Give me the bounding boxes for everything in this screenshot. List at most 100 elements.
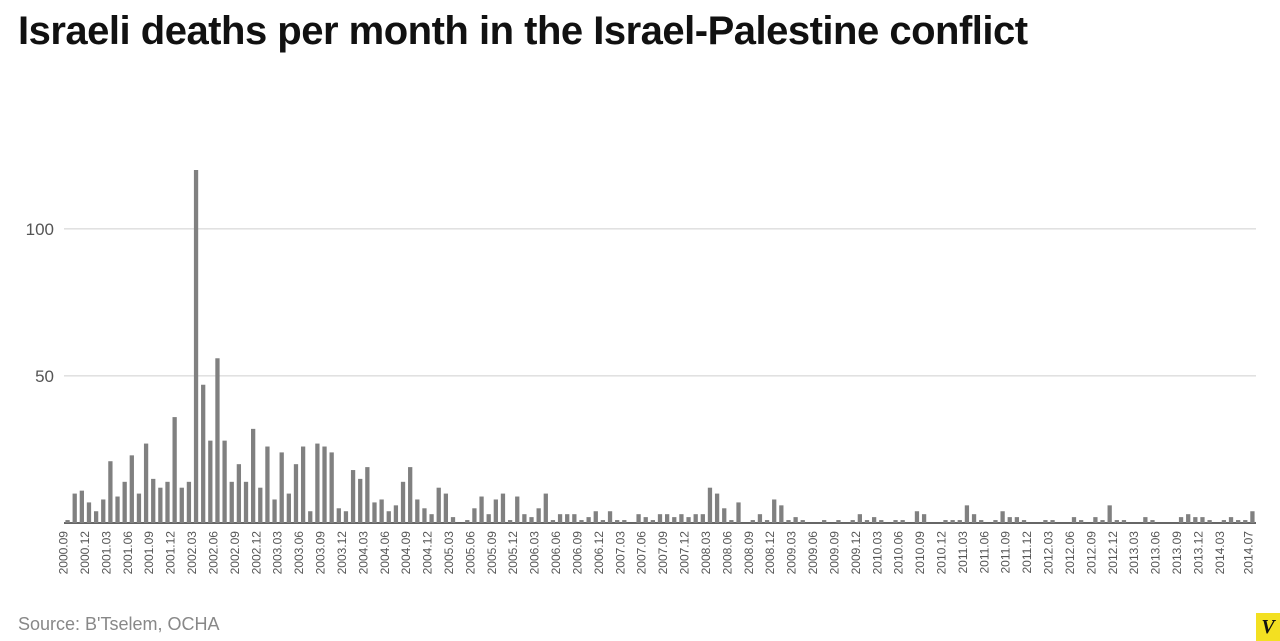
bar bbox=[679, 514, 683, 523]
bar bbox=[608, 511, 612, 523]
bar-chart: 501002000.092000.122001.032001.062001.09… bbox=[18, 160, 1262, 581]
bar bbox=[287, 494, 291, 523]
bar bbox=[222, 441, 226, 523]
bar bbox=[65, 520, 69, 523]
bar bbox=[108, 461, 112, 523]
bar bbox=[537, 508, 541, 523]
x-tick-label: 2013.03 bbox=[1127, 531, 1141, 575]
bar bbox=[308, 511, 312, 523]
x-tick-label: 2013.12 bbox=[1191, 531, 1205, 575]
bar bbox=[579, 520, 583, 523]
x-tick-label: 2013.06 bbox=[1149, 531, 1163, 575]
x-tick-label: 2008.03 bbox=[699, 531, 713, 575]
bar bbox=[758, 514, 762, 523]
bar bbox=[893, 520, 897, 523]
bar bbox=[551, 520, 555, 523]
vox-logo-letter: V bbox=[1261, 617, 1274, 637]
bar bbox=[586, 517, 590, 523]
y-tick-label: 100 bbox=[26, 220, 54, 239]
bar bbox=[301, 447, 305, 523]
x-tick-label: 2003.03 bbox=[271, 531, 285, 575]
bar bbox=[280, 452, 284, 523]
x-tick-label: 2004.12 bbox=[421, 531, 435, 575]
bar bbox=[979, 520, 983, 523]
bar bbox=[344, 511, 348, 523]
bar bbox=[415, 499, 419, 523]
x-tick-label: 2005.09 bbox=[485, 531, 499, 575]
bar bbox=[558, 514, 562, 523]
bar bbox=[522, 514, 526, 523]
bar bbox=[208, 441, 212, 523]
bar bbox=[636, 514, 640, 523]
x-tick-label: 2009.12 bbox=[849, 531, 863, 575]
bar bbox=[365, 467, 369, 523]
bar bbox=[779, 505, 783, 523]
bar bbox=[294, 464, 298, 523]
x-tick-label: 2001.12 bbox=[164, 531, 178, 575]
bar bbox=[1108, 505, 1112, 523]
bar bbox=[715, 494, 719, 523]
x-tick-label: 2009.03 bbox=[785, 531, 799, 575]
x-tick-label: 2010.03 bbox=[870, 531, 884, 575]
bar bbox=[965, 505, 969, 523]
bar bbox=[465, 520, 469, 523]
x-tick-label: 2011.03 bbox=[956, 531, 970, 574]
bar bbox=[544, 494, 548, 523]
bar bbox=[137, 494, 141, 523]
bar bbox=[358, 479, 362, 523]
bar bbox=[258, 488, 262, 523]
x-tick-label: 2013.09 bbox=[1170, 531, 1184, 575]
bar bbox=[658, 514, 662, 523]
bar bbox=[1072, 517, 1076, 523]
x-tick-label: 2011.12 bbox=[1020, 531, 1034, 574]
bar bbox=[1000, 511, 1004, 523]
bar bbox=[151, 479, 155, 523]
bar bbox=[972, 514, 976, 523]
x-tick-label: 2001.06 bbox=[121, 531, 135, 575]
x-tick-label: 2007.12 bbox=[678, 531, 692, 575]
x-tick-label: 2000.09 bbox=[57, 531, 71, 575]
bar bbox=[479, 497, 483, 523]
bar bbox=[215, 358, 219, 523]
bar bbox=[865, 520, 869, 523]
bar bbox=[315, 444, 319, 523]
x-tick-label: 2012.03 bbox=[1042, 531, 1056, 575]
y-tick-label: 50 bbox=[35, 367, 54, 386]
bar bbox=[1200, 517, 1204, 523]
bar bbox=[180, 488, 184, 523]
x-tick-label: 2002.03 bbox=[185, 531, 199, 575]
x-tick-label: 2010.06 bbox=[892, 531, 906, 575]
bar bbox=[722, 508, 726, 523]
bar bbox=[772, 499, 776, 523]
bar bbox=[879, 520, 883, 523]
x-tick-label: 2007.09 bbox=[656, 531, 670, 575]
bar bbox=[1179, 517, 1183, 523]
x-tick-label: 2006.06 bbox=[549, 531, 563, 575]
bar bbox=[951, 520, 955, 523]
source-caption: Source: B'Tselem, OCHA bbox=[18, 614, 220, 635]
bar bbox=[130, 455, 134, 523]
x-tick-label: 2006.03 bbox=[528, 531, 542, 575]
bar bbox=[1115, 520, 1119, 523]
bar bbox=[351, 470, 355, 523]
bar bbox=[1122, 520, 1126, 523]
bar bbox=[644, 517, 648, 523]
bar bbox=[144, 444, 148, 523]
bar bbox=[1207, 520, 1211, 523]
bar bbox=[115, 497, 119, 523]
bar bbox=[901, 520, 905, 523]
bar bbox=[943, 520, 947, 523]
bar bbox=[387, 511, 391, 523]
bar bbox=[708, 488, 712, 523]
chart-title: Israeli deaths per month in the Israel-P… bbox=[18, 10, 1118, 52]
bar bbox=[372, 502, 376, 523]
bar bbox=[751, 520, 755, 523]
bar bbox=[501, 494, 505, 523]
bar bbox=[1229, 517, 1233, 523]
bar bbox=[251, 429, 255, 523]
bar bbox=[444, 494, 448, 523]
bar bbox=[80, 491, 84, 523]
x-tick-label: 2012.12 bbox=[1106, 531, 1120, 575]
x-tick-label: 2006.12 bbox=[592, 531, 606, 575]
bar bbox=[1079, 520, 1083, 523]
